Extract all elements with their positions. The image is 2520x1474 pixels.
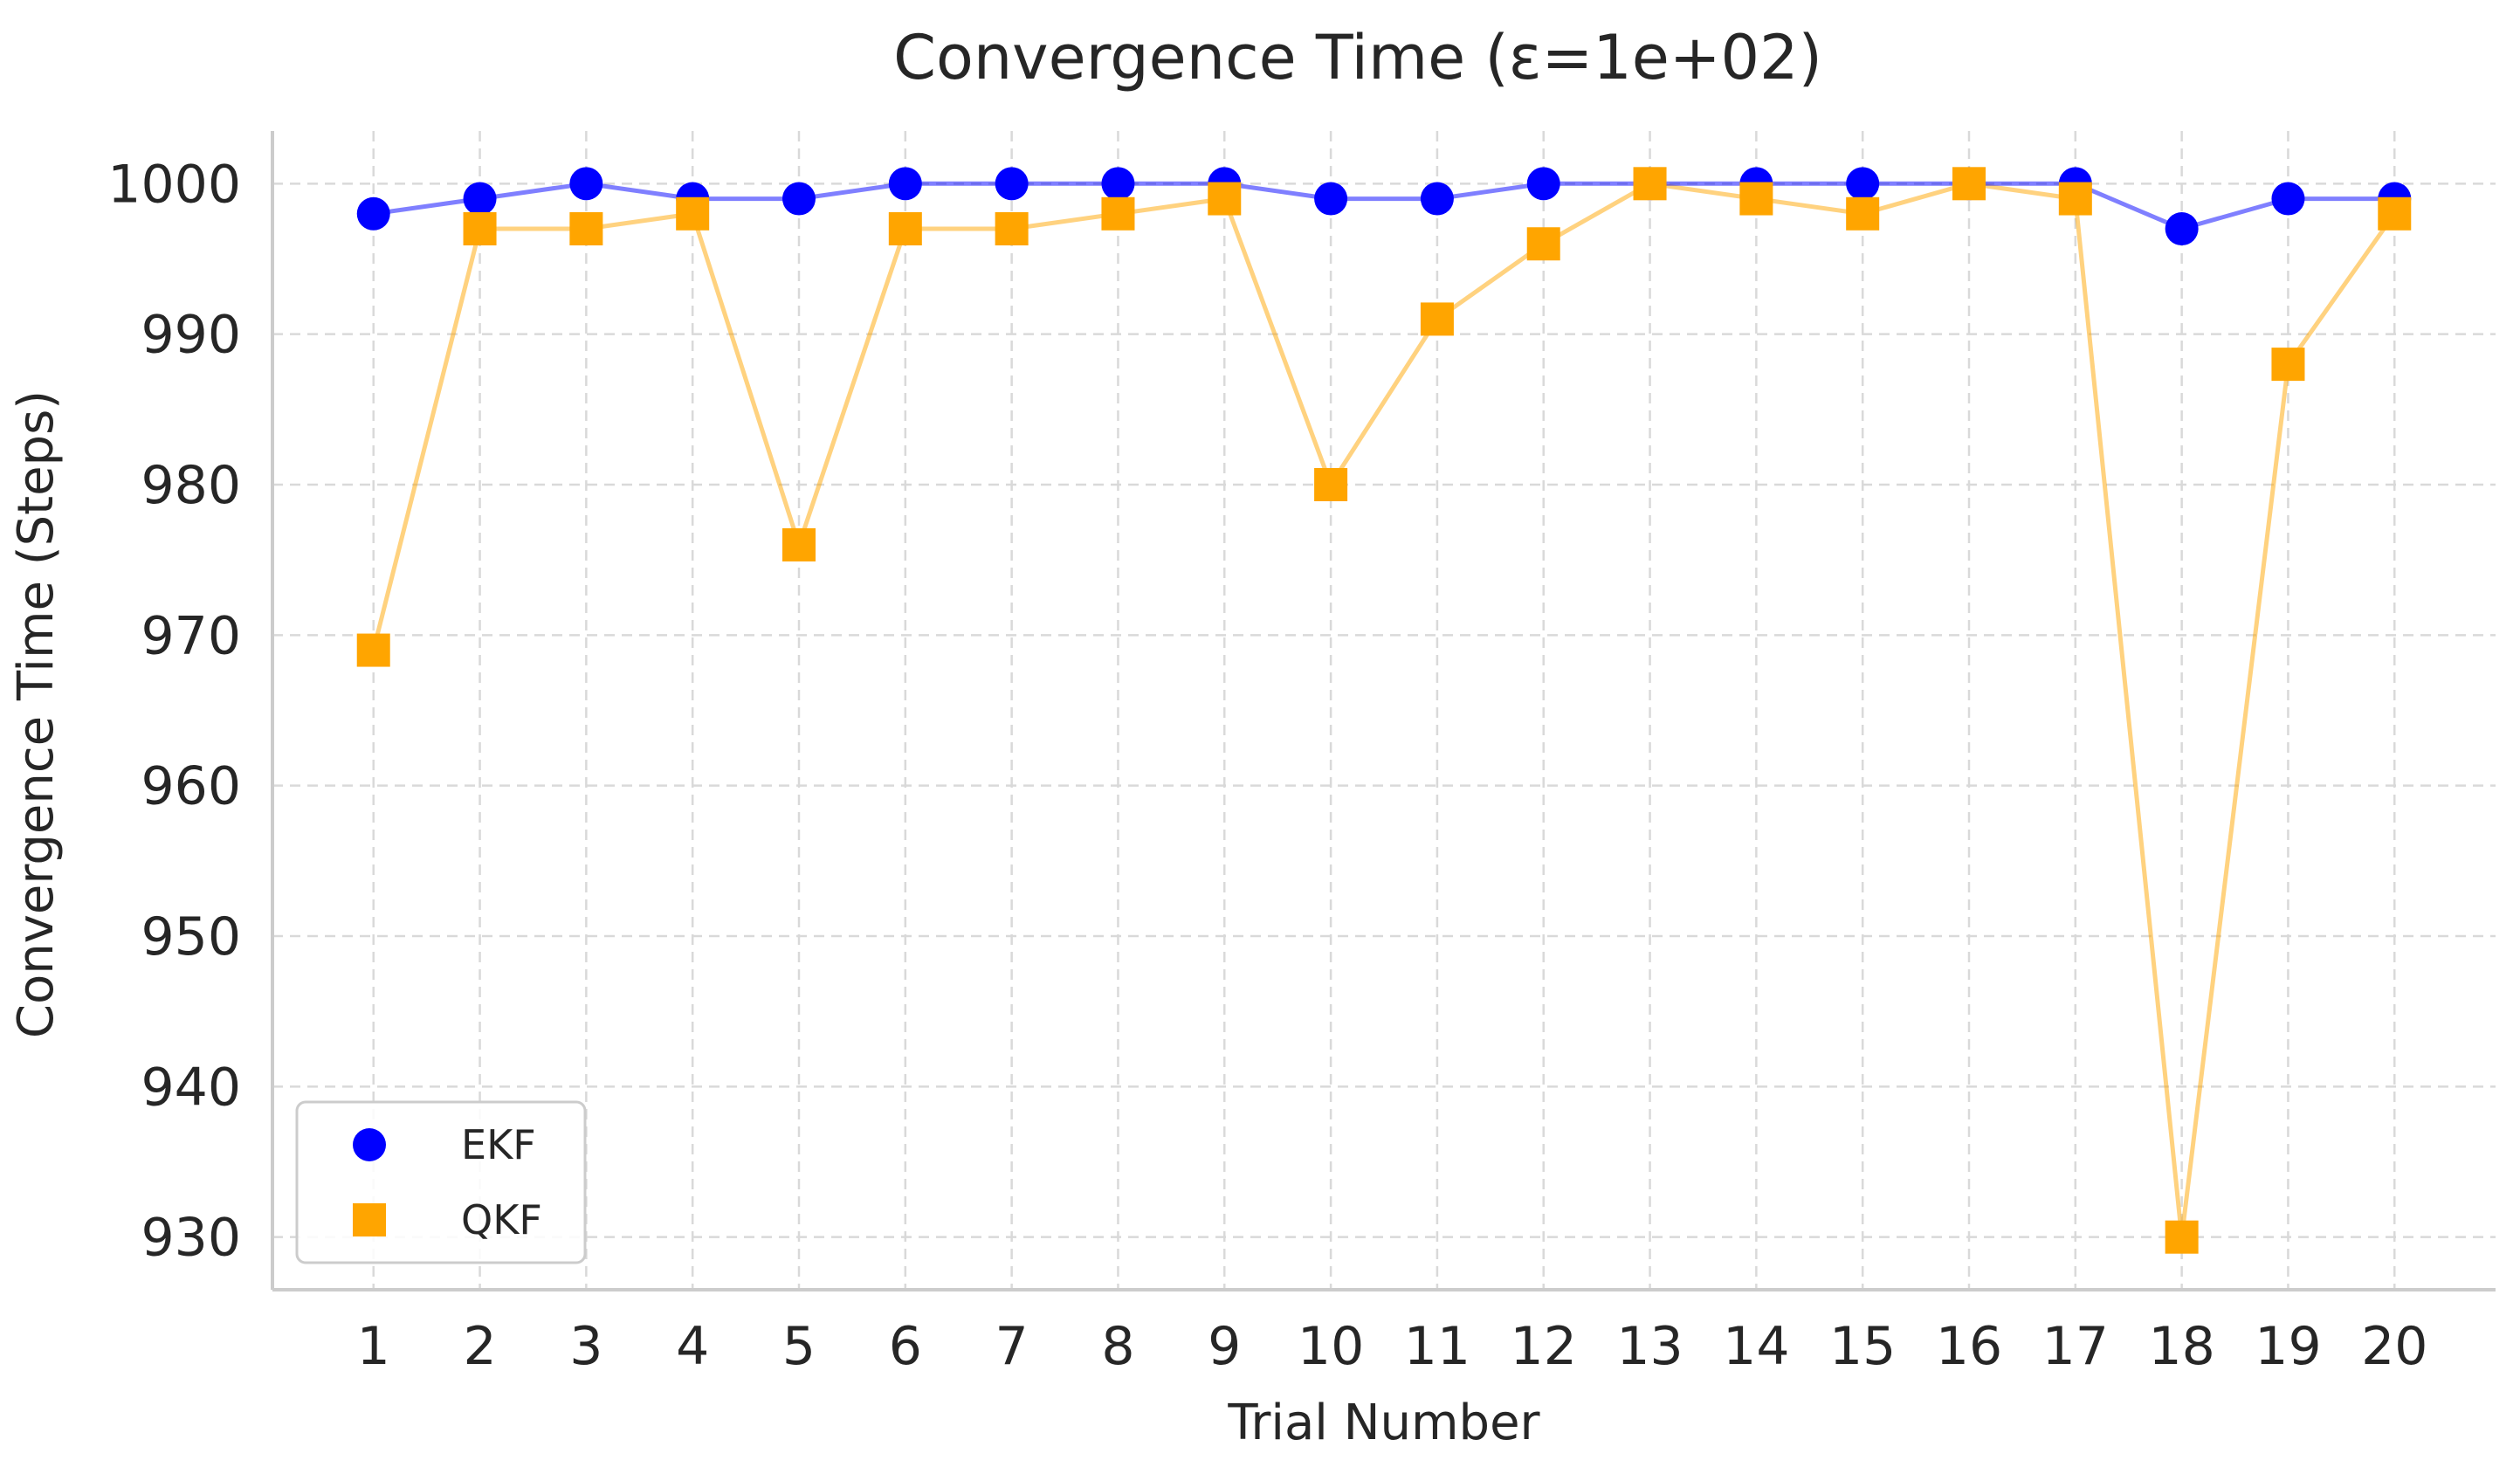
point-ekf [1101, 167, 1134, 200]
x-tick-label: 7 [995, 1316, 1029, 1377]
point-qkf [2378, 197, 2411, 231]
series-lines [374, 183, 2395, 1236]
point-qkf [1952, 167, 1986, 200]
point-qkf [676, 197, 709, 231]
point-ekf [569, 167, 602, 200]
point-qkf [569, 212, 602, 245]
point-qkf [1208, 183, 1241, 216]
x-tick-label: 3 [569, 1316, 602, 1377]
y-axis-label: Convergence Time (Steps) [8, 390, 65, 1038]
point-qkf [2059, 183, 2092, 216]
point-qkf [889, 212, 922, 245]
legend-marker-ekf [353, 1128, 386, 1161]
x-axis-label: Trial Number [1227, 1395, 1540, 1451]
point-qkf [1314, 468, 1347, 501]
point-qkf [1846, 197, 1879, 231]
x-tick-label: 1 [357, 1316, 390, 1377]
x-tick-label: 5 [782, 1316, 816, 1377]
x-tick-label: 18 [2148, 1316, 2214, 1377]
point-qkf [464, 212, 497, 245]
x-tick-label: 6 [889, 1316, 922, 1377]
x-tick-label: 13 [1616, 1316, 1683, 1377]
legend-label-ekf: EKF [461, 1121, 536, 1168]
point-qkf [2271, 348, 2304, 381]
point-qkf [782, 528, 816, 561]
x-tick-label: 9 [1208, 1316, 1241, 1377]
point-ekf [1421, 183, 1454, 216]
x-tick-label: 10 [1298, 1316, 1364, 1377]
x-tick-label: 20 [2361, 1316, 2427, 1377]
x-tick-label: 14 [1723, 1316, 1789, 1377]
x-tick-label: 15 [1829, 1316, 1896, 1377]
series-points [357, 167, 2412, 1253]
point-qkf [1634, 167, 1667, 200]
x-tick-label: 19 [2255, 1316, 2321, 1377]
series-line-qkf [374, 183, 2395, 1236]
x-tick-label: 2 [463, 1316, 496, 1377]
point-ekf [1314, 183, 1347, 216]
y-tick-label: 970 [141, 605, 241, 666]
point-qkf [995, 212, 1029, 245]
legend: EKF QKF [297, 1102, 585, 1263]
point-ekf [995, 167, 1029, 200]
x-tick-label: 16 [1936, 1316, 2002, 1377]
point-qkf [1527, 227, 1560, 260]
point-ekf [782, 183, 816, 216]
y-tick-label: 980 [141, 455, 241, 516]
x-tick-label: 12 [1511, 1316, 1577, 1377]
y-tick-label: 960 [141, 756, 241, 817]
point-ekf [357, 197, 390, 231]
y-tick-label: 940 [141, 1057, 241, 1118]
legend-marker-qkf [353, 1203, 386, 1236]
y-tick-label: 930 [141, 1208, 241, 1269]
y-tick-label: 990 [141, 305, 241, 366]
axes-spines [272, 131, 2496, 1290]
y-tick-label: 950 [141, 906, 241, 968]
x-tick-label: 8 [1101, 1316, 1134, 1377]
point-ekf [2271, 183, 2304, 216]
point-qkf [1101, 197, 1134, 231]
chart-title: Convergence Time (ε=1e+02) [893, 22, 1822, 93]
point-ekf [2165, 212, 2199, 245]
point-ekf [464, 183, 497, 216]
point-ekf [1527, 167, 1560, 200]
point-ekf [889, 167, 922, 200]
point-qkf [2165, 1221, 2199, 1254]
point-qkf [357, 634, 390, 667]
y-tick-label: 1000 [107, 154, 241, 215]
point-qkf [1739, 183, 1773, 216]
grid-lines [272, 131, 2496, 1290]
point-ekf [1846, 167, 1879, 200]
x-tick-label: 11 [1404, 1316, 1470, 1377]
x-tick-label: 4 [676, 1316, 709, 1377]
point-qkf [1421, 302, 1454, 335]
legend-label-qkf: QKF [461, 1196, 542, 1243]
x-tick-label: 17 [2042, 1316, 2109, 1377]
